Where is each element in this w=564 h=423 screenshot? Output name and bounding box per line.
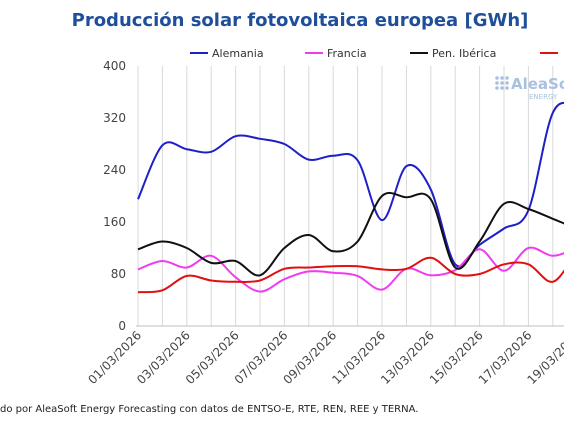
grid-lines: [136, 66, 564, 327]
y-tick-label: 160: [103, 215, 126, 229]
series-line-3: [137, 192, 564, 277]
legend: Alemania Francia Pen. Ibérica: [190, 47, 558, 60]
y-tick-label: 80: [111, 267, 126, 281]
chart-title: Producción solar fotovoltaica europea [G…: [71, 10, 529, 31]
y-tick-label: 240: [103, 163, 126, 177]
y-tick-label: 400: [103, 59, 126, 73]
source-footnote: do por AleaSoft Energy Forecasting con d…: [0, 404, 419, 415]
logo-brand: AleaSoft: [511, 75, 564, 93]
y-tick-label: 0: [118, 319, 126, 333]
series-lines: [137, 101, 564, 294]
series-line-1: [137, 101, 564, 268]
aleasoft-logo: AleaSoft ENERGY: [493, 70, 564, 109]
logo-subtitle: ENERGY: [529, 93, 558, 101]
x-axis-ticks: 01/03/202603/03/202605/03/202607/03/2026…: [85, 328, 564, 387]
series-line-4: [137, 256, 564, 294]
y-axis-ticks: 0 80 160 240 320 400: [103, 59, 126, 333]
legend-label: Pen. Ibérica: [432, 47, 496, 60]
y-tick-label: 320: [103, 111, 126, 125]
series-line-2: [137, 246, 564, 293]
legend-label: Alemania: [212, 47, 264, 60]
legend-label: Francia: [327, 47, 367, 60]
